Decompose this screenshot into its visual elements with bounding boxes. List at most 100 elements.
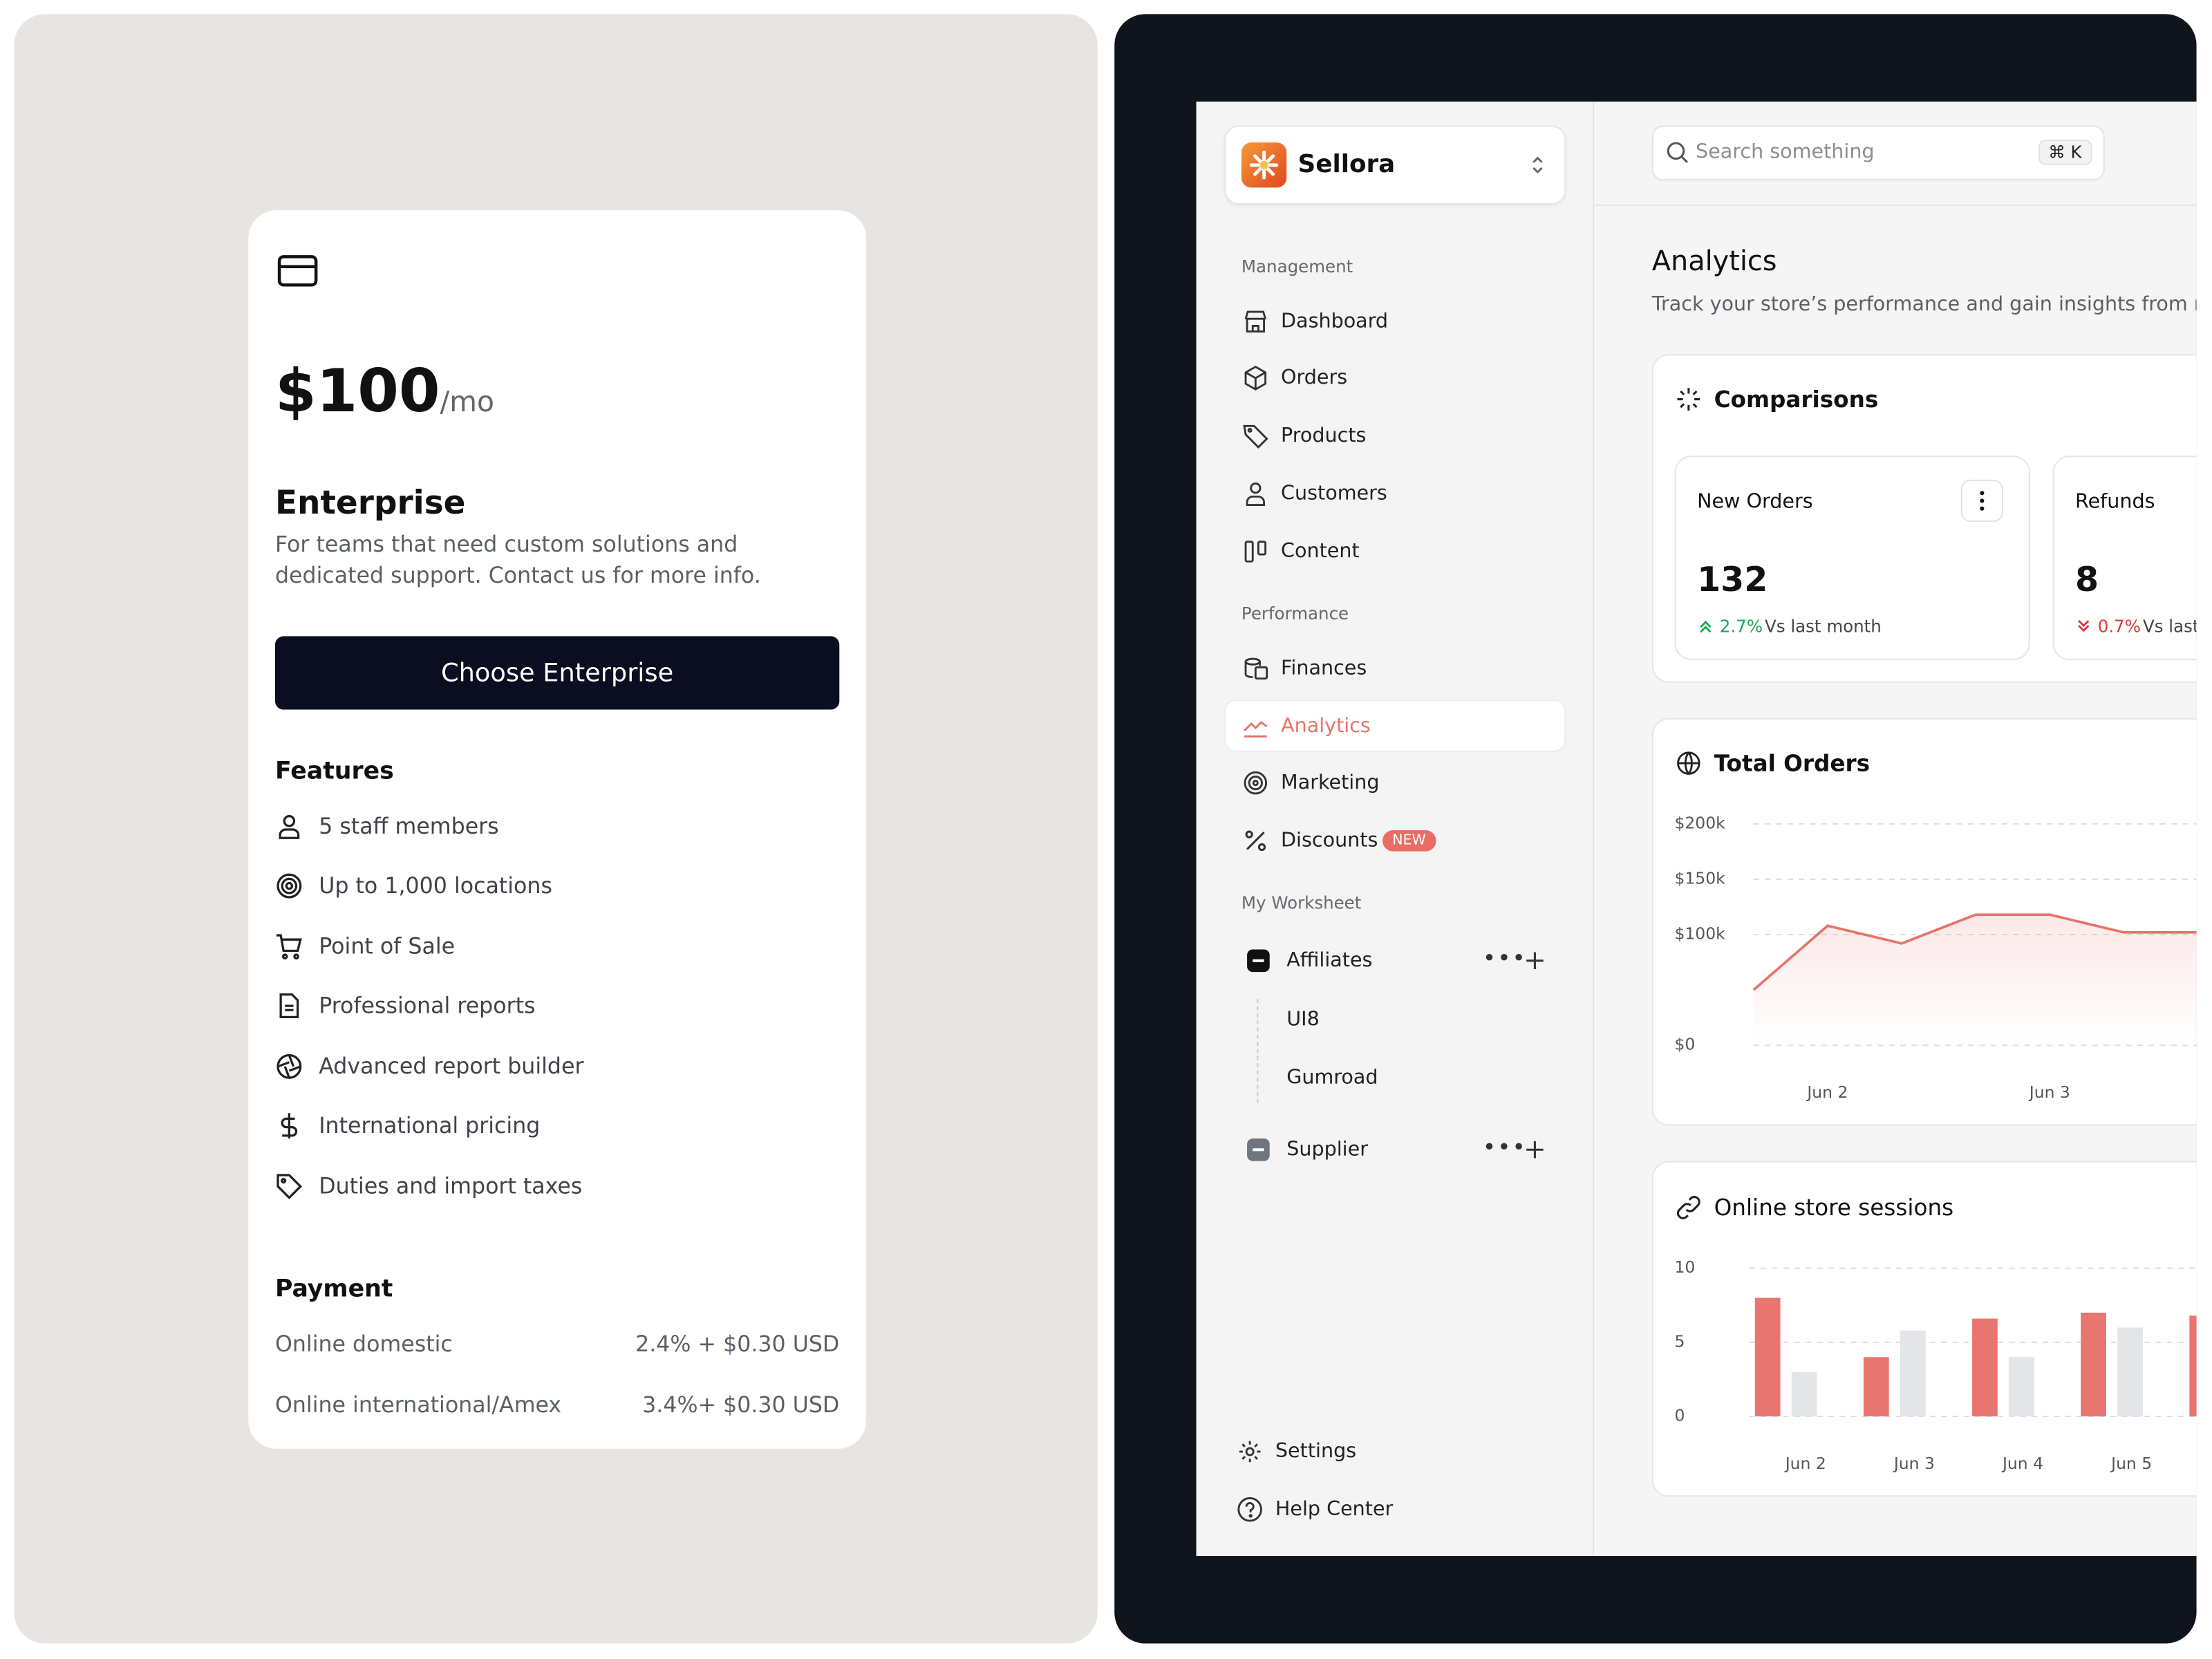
choose-button[interactable]: Choose Enterprise (274, 636, 840, 710)
metric-card: New Orders 132 2.7% Vs last month (1674, 456, 2030, 661)
section-icon (1677, 751, 1700, 775)
shortcut: ⌘ K (2038, 140, 2092, 165)
bar-chart: 10 5 0 Jun 2 Jun 3 Jun 4 Jun 5 (1674, 1257, 2197, 1473)
pricing-card: $100/mo Enterprise For teams that need c… (248, 210, 867, 1449)
up-icon (1700, 620, 1712, 633)
nav-icon (1239, 1441, 1261, 1463)
feature-icon (279, 814, 300, 839)
add-button[interactable] (1525, 951, 1545, 971)
y-tick-label: 5 (1674, 1331, 1685, 1351)
period: /mo (440, 384, 495, 419)
brand-name: Sellora (1297, 151, 1396, 180)
nav-item[interactable]: Products (1281, 424, 1367, 447)
x-tick-label: Jun 3 (2028, 1082, 2070, 1102)
nav-icon (1244, 541, 1267, 563)
metric-menu[interactable] (1960, 479, 2003, 523)
nav-icon (1237, 1497, 1262, 1522)
collapse-toggle[interactable] (1247, 1138, 1270, 1161)
nav-item-active[interactable]: Analytics (1281, 715, 1371, 738)
x-tick-label: Jun 2 (1784, 1454, 1826, 1473)
area-fill (1753, 915, 2197, 1046)
page-title: Analytics (1651, 245, 1777, 278)
nav-item[interactable]: Settings (1275, 1440, 1357, 1463)
bar (1972, 1318, 1998, 1416)
nav-item[interactable]: Customers (1281, 482, 1387, 505)
metric-card: Refunds 8 0.7% Vs last (2052, 456, 2197, 661)
feature-icon (276, 934, 302, 959)
search-box[interactable] (1651, 125, 2105, 181)
metric-change: 2.7% (1719, 616, 1763, 637)
down-icon (2078, 619, 2090, 632)
nav-icon (1244, 365, 1267, 391)
total-orders-card: Total Orders $200k $150k $100k $0 Jun 2 Jun 3 (1651, 718, 2197, 1126)
metric-change: 0.7% (2097, 616, 2141, 637)
more-button[interactable]: ••• (1482, 1133, 1527, 1161)
price: $100 (274, 356, 440, 426)
metric-value: 8 (2075, 560, 2099, 600)
nav-item[interactable]: Finances (1281, 657, 1367, 680)
nav-item[interactable]: Content (1281, 540, 1360, 563)
nav-item[interactable]: Supplier (1286, 1138, 1368, 1161)
nav-icon (1244, 771, 1268, 795)
section-icon (1677, 388, 1700, 411)
x-tick-label: Jun 5 (2110, 1454, 2152, 1473)
metric-label: New Orders (1697, 491, 1813, 514)
app-window: Sellora Management Dashboard Orders Prod… (1196, 101, 2197, 1557)
nav-item[interactable]: Marketing (1281, 771, 1380, 794)
add-button[interactable] (1525, 1140, 1545, 1160)
feature: Up to 1,000 locations (319, 873, 552, 899)
line (1752, 913, 2197, 991)
y-tick-label: $0 (1674, 1035, 1695, 1054)
page-subtitle: Track your store’s performance and gain … (1651, 293, 2197, 317)
brand-logo (1241, 142, 1287, 188)
nav-item[interactable]: Orders (1281, 366, 1348, 390)
switch-icon (1533, 156, 1543, 174)
plan-description: For teams that need custom solutions and… (274, 532, 761, 589)
logo-mark (1249, 150, 1279, 180)
bar (1754, 1297, 1781, 1416)
bar (2117, 1327, 2143, 1416)
comparisons-card: Comparisons New Orders 132 2.7% Vs last … (1651, 354, 2197, 683)
sub-item[interactable]: Gumroad (1286, 1066, 1378, 1089)
feature-icon (276, 873, 302, 899)
y-tick-label: $200k (1674, 813, 1725, 832)
x-tick-label: Jun 4 (2001, 1454, 2043, 1473)
feature: Point of Sale (319, 934, 456, 959)
bar (1791, 1371, 1817, 1416)
sub-item[interactable]: UI8 (1286, 1009, 1320, 1031)
metric-value: 132 (1697, 560, 1768, 600)
collapse-toggle[interactable] (1247, 949, 1270, 973)
bar (2081, 1312, 2106, 1416)
tree-line (1257, 998, 1259, 1103)
nav-item[interactable]: Discounts (1281, 829, 1378, 852)
section-icon (1676, 1196, 1700, 1219)
payment-label: Online international/Amex (274, 1392, 562, 1418)
feature: 5 staff members (319, 814, 499, 840)
section-title: Comparisons (1714, 386, 1879, 413)
nav-item[interactable]: Help Center (1275, 1498, 1394, 1521)
y-tick-label: 10 (1674, 1257, 1695, 1277)
feature: Advanced report builder (319, 1053, 584, 1080)
metric-note: Vs last month (1765, 616, 1882, 637)
sessions-card: Online store sessions 10 5 0 Jun 2 Jun 3 Jun … (1651, 1161, 2197, 1497)
more-button[interactable]: ••• (1482, 944, 1527, 972)
search-icon (1667, 142, 1688, 163)
price-row: $100/mo (275, 356, 494, 425)
feature-icon (281, 1113, 298, 1138)
payment-label: Online domestic (274, 1331, 453, 1358)
bar (1863, 1357, 1889, 1416)
x-tick-label: Jun 3 (1893, 1454, 1935, 1473)
feature-icon (276, 1053, 302, 1079)
nav-item[interactable]: Dashboard (1281, 310, 1389, 333)
payment-rate: 3.4%+ $0.30 USD (642, 1392, 840, 1418)
nav-icon (1246, 482, 1265, 507)
nav-icon (1244, 310, 1266, 333)
nav-item[interactable]: Affiliates (1286, 949, 1373, 973)
metric-note: Vs last (2142, 616, 2197, 637)
feature: International pricing (319, 1113, 541, 1138)
bar (2009, 1357, 2034, 1416)
feature-icon (276, 1174, 303, 1199)
y-tick-label: $150k (1674, 868, 1725, 888)
header-divider (1594, 204, 2197, 206)
